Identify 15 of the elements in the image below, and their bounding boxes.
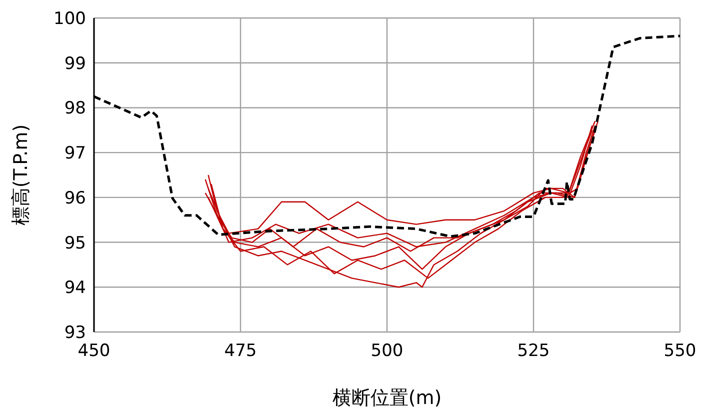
x-tick-label: 450 — [78, 341, 110, 361]
y-axis-title: 標高(T.P.m) — [10, 124, 32, 226]
y-tick-label: 93 — [64, 323, 86, 343]
y-tick-label: 98 — [64, 98, 86, 119]
x-tick-label: 525 — [517, 341, 550, 361]
y-tick-label: 94 — [64, 278, 86, 298]
x-tick-label: 475 — [224, 341, 257, 361]
y-tick-label: 96 — [64, 188, 86, 208]
y-tick-label: 95 — [64, 233, 86, 254]
y-tick-label: 99 — [64, 54, 86, 74]
x-tick-label: 500 — [370, 341, 404, 361]
x-axis-title: 横断位置(m) — [332, 387, 442, 409]
x-tick-label: 550 — [664, 341, 696, 361]
y-tick-label: 100 — [54, 9, 86, 29]
y-tick-label: 97 — [64, 144, 86, 164]
